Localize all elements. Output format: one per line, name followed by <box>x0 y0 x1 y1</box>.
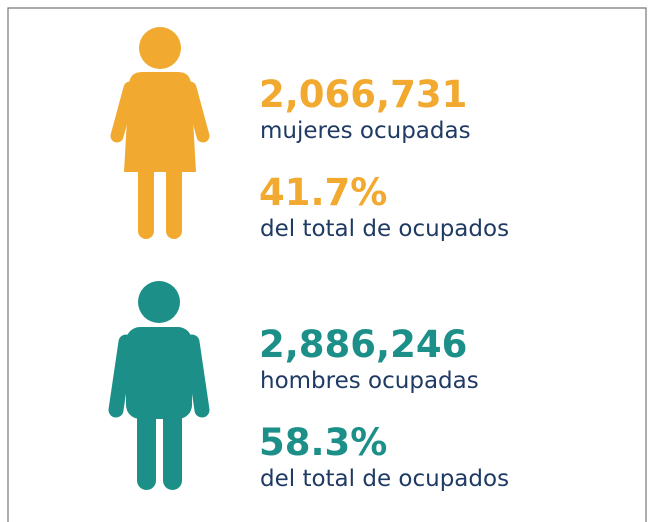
women-percent-label: del total de ocupados <box>260 216 509 242</box>
men-count: 2,886,246 <box>259 323 467 366</box>
men-label: hombres ocupadas <box>260 368 479 394</box>
frame <box>7 7 647 522</box>
men-percent-label: del total de ocupados <box>260 466 509 492</box>
man-icon <box>108 281 210 490</box>
women-label: mujeres ocupadas <box>260 118 471 144</box>
woman-icon <box>110 27 210 239</box>
women-percent: 41.7% <box>259 171 387 214</box>
men-percent: 58.3% <box>259 421 387 464</box>
women-count: 2,066,731 <box>259 73 467 116</box>
